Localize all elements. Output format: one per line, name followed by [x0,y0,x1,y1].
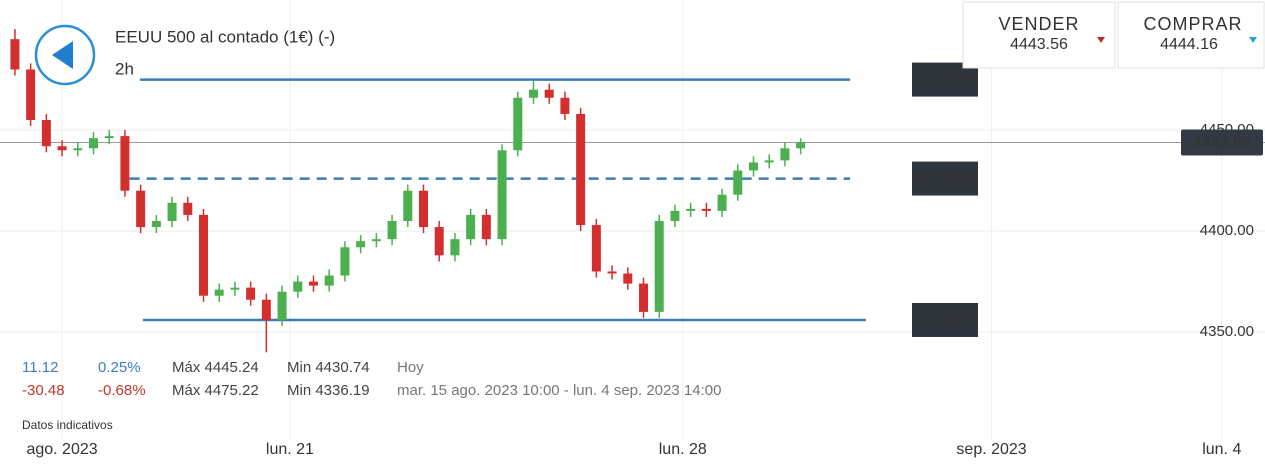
candle-body [607,271,617,274]
candle-body [796,142,806,149]
candle-body [151,220,161,228]
candle-body [356,241,366,248]
stat-min: Min 4336.19 [287,382,370,399]
candle-body [340,247,350,276]
candle-body [529,89,538,98]
x-tick-label: lun. 28 [659,441,707,458]
candle-body [293,281,303,292]
candle-body [654,220,664,312]
disclaimer: Datos indicativos [22,418,113,432]
candle-body [497,150,507,240]
candle-body [324,275,334,286]
buy-label: COMPRAR [1143,14,1242,34]
candle-body [57,146,67,151]
candle-body [261,299,271,320]
candle-body [371,239,381,242]
candle-body [277,291,287,320]
candle-body [73,148,83,151]
x-tick-label: ago. 2023 [26,441,97,458]
candle-body [560,97,570,114]
last-price-box [1181,129,1263,156]
candle-body [701,208,711,211]
candle-body [733,170,743,195]
candle-body [576,113,586,226]
stat-period: Hoy [397,359,424,376]
candle-body [639,283,648,312]
x-tick-label: sep. 2023 [956,441,1026,458]
stat-max: Máx 4475.22 [172,382,259,399]
x-tick-label: lun. 4 [1202,441,1241,458]
stat-period: mar. 15 ago. 2023 10:00 - lun. 4 sep. 20… [397,382,721,399]
level-label-box [912,161,978,196]
candles-layer [10,29,806,353]
grid-layer [0,0,1265,440]
candle-body [749,162,758,171]
header: EEUU 500 al contado (1€) (-) 2h VENDER 4… [34,1,1265,86]
candle-body [309,281,318,286]
candle-body [450,239,460,256]
candle-body [89,138,98,149]
level-label: 4.425 [917,165,972,190]
candle-body [591,225,601,272]
candle-body [419,190,428,228]
stats: 11.12 0.25% Máx 4445.24 Min 4430.74 Hoy … [22,359,721,432]
y-tick-label: 4400.00 [1200,222,1254,239]
timeframe: 2h [115,59,134,78]
stat-change: -30.48 [22,382,65,399]
stat-change: 11.12 [22,359,58,376]
candle-body [717,194,727,211]
sell-price: 4443.56 [1010,36,1068,53]
candle-body [403,190,413,221]
level-label-box [912,302,978,337]
candle-body [387,220,397,240]
level-label: 4.475 [917,66,972,91]
sell-label: VENDER [998,14,1079,34]
level-label: 4.355 [917,307,972,332]
sell-caret [1097,37,1105,43]
candle-body [230,287,240,290]
back-icon [52,41,73,69]
candle-body [670,210,680,221]
stat-min: Min 4430.74 [287,359,370,376]
candle-body [513,97,523,151]
candle-body [199,214,208,296]
candle-body [246,287,256,300]
candle-body [104,136,114,139]
y-tick-label: 4350.00 [1200,323,1254,340]
candle-body [544,89,554,98]
stat-change-pct: -0.68% [98,382,146,399]
last-price-label: 4443.86 [1193,135,1251,152]
candle-body [10,39,20,70]
stat-max: Máx 4445.24 [172,359,259,376]
candle-body [623,273,633,284]
buy-price: 4444.16 [1160,36,1218,53]
stat-change-pct: 0.25% [98,359,141,376]
buy-button[interactable] [1117,1,1265,69]
candle-body [120,136,130,191]
candle-body [41,119,51,147]
buy-caret [1249,37,1257,43]
candle-body [780,148,790,161]
instrument-title: EEUU 500 al contado (1€) (-) [115,27,335,46]
candle-body [481,214,491,240]
candle-body [686,208,696,211]
candle-body [136,190,146,228]
candle-body [214,289,224,296]
candle-body [167,202,177,221]
candle-body [466,214,476,240]
candle-body [764,160,774,163]
sell-button[interactable] [962,1,1116,69]
candle-body [183,202,193,215]
candle-body [26,69,36,120]
x-tick-label: lun. 21 [266,441,314,458]
candle-body [434,227,444,256]
